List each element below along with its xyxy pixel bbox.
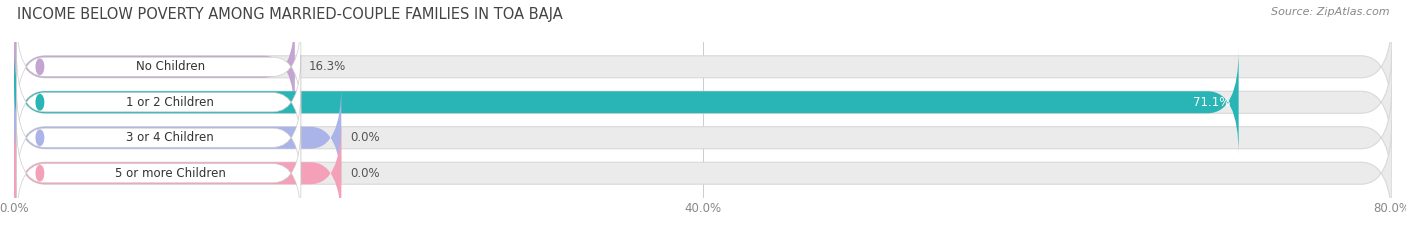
- FancyBboxPatch shape: [17, 20, 301, 114]
- FancyBboxPatch shape: [14, 85, 1392, 191]
- FancyBboxPatch shape: [17, 126, 301, 220]
- Circle shape: [37, 165, 44, 181]
- Text: INCOME BELOW POVERTY AMONG MARRIED-COUPLE FAMILIES IN TOA BAJA: INCOME BELOW POVERTY AMONG MARRIED-COUPL…: [17, 7, 562, 22]
- Text: 3 or 4 Children: 3 or 4 Children: [127, 131, 214, 144]
- Circle shape: [37, 95, 44, 110]
- Text: No Children: No Children: [136, 60, 205, 73]
- Text: 0.0%: 0.0%: [350, 167, 380, 180]
- FancyBboxPatch shape: [14, 85, 342, 191]
- Circle shape: [37, 59, 44, 75]
- Text: Source: ZipAtlas.com: Source: ZipAtlas.com: [1271, 7, 1389, 17]
- Text: 1 or 2 Children: 1 or 2 Children: [127, 96, 214, 109]
- FancyBboxPatch shape: [17, 91, 301, 185]
- FancyBboxPatch shape: [14, 49, 1239, 155]
- Text: 71.1%: 71.1%: [1192, 96, 1230, 109]
- FancyBboxPatch shape: [14, 120, 1392, 226]
- FancyBboxPatch shape: [14, 49, 1392, 155]
- FancyBboxPatch shape: [14, 14, 295, 120]
- Circle shape: [37, 130, 44, 145]
- FancyBboxPatch shape: [14, 14, 1392, 120]
- FancyBboxPatch shape: [14, 120, 342, 226]
- FancyBboxPatch shape: [17, 55, 301, 149]
- Text: 0.0%: 0.0%: [350, 131, 380, 144]
- Text: 5 or more Children: 5 or more Children: [115, 167, 226, 180]
- Text: 16.3%: 16.3%: [308, 60, 346, 73]
